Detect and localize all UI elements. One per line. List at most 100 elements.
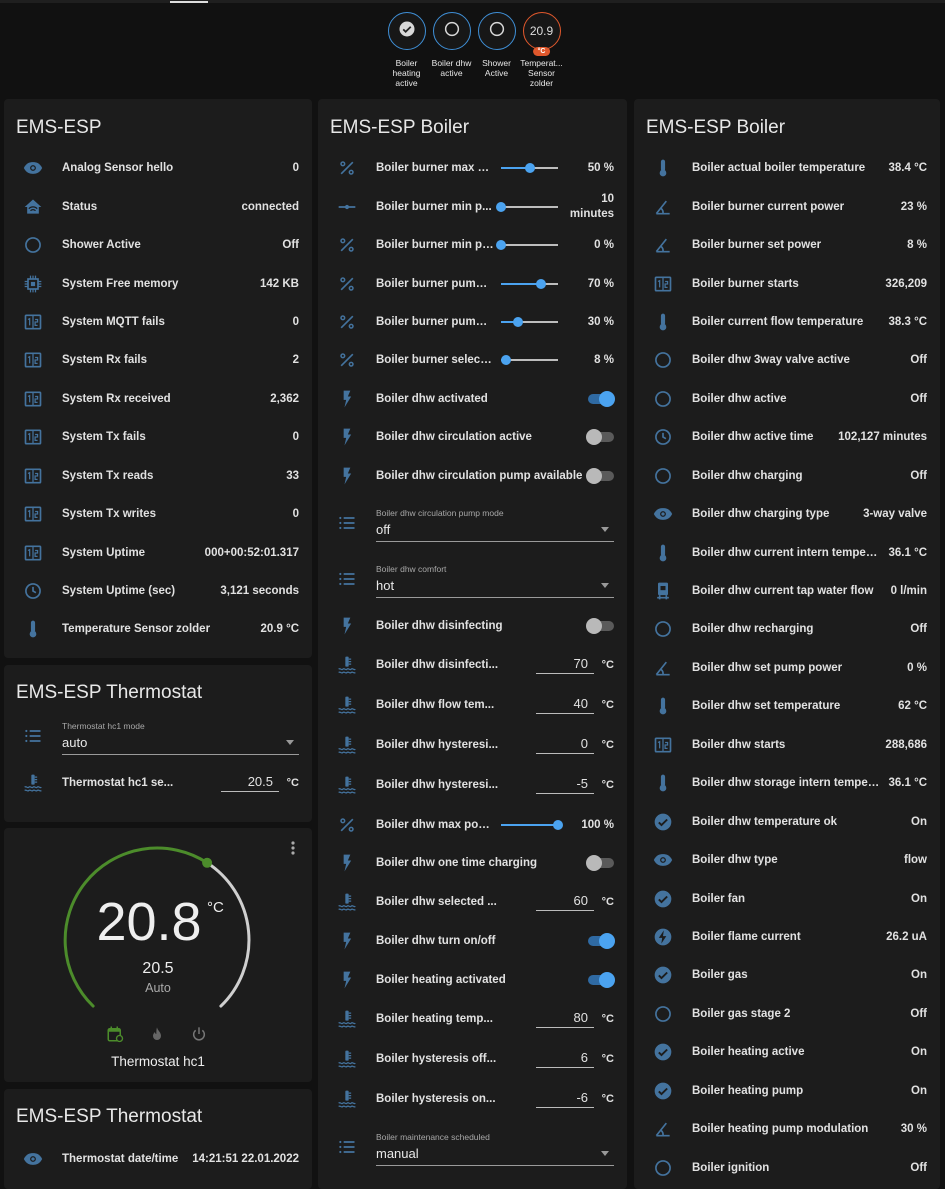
entity-row[interactable]: Boiler current flow temperature 38.3 °C (634, 303, 940, 341)
entity-row[interactable]: System Rx received 2,362 (4, 380, 312, 418)
slider-thumb[interactable] (500, 355, 511, 366)
select-9[interactable]: Boiler dhw circulation pump mode off (376, 504, 614, 542)
power-icon[interactable] (191, 1026, 207, 1047)
entity-row[interactable]: System Tx fails 0 (4, 418, 312, 456)
more-options-icon[interactable] (288, 840, 298, 856)
active-tab-indicator[interactable] (170, 1, 208, 3)
select-value[interactable]: off (376, 521, 391, 537)
entity-row[interactable]: Boiler dhw charging Off (634, 457, 940, 495)
entity-row[interactable]: Boiler dhw storage intern temperature 36.… (634, 764, 940, 802)
toggle-switch[interactable] (586, 971, 615, 988)
entity-row[interactable]: Boiler dhw circulation active (318, 418, 627, 456)
entity-row[interactable]: Boiler gas On (634, 956, 940, 994)
number-input[interactable]: 20.5 (221, 774, 279, 792)
entity-row[interactable]: Boiler dhw charging type 3-way valve (634, 495, 940, 533)
entity-row[interactable]: Boiler dhw temperature ok On (634, 802, 940, 840)
badge-1[interactable]: Boiler dhw active (429, 12, 474, 88)
slider-track[interactable] (501, 320, 558, 323)
slider[interactable] (496, 238, 558, 252)
number-input[interactable]: 0 (536, 736, 594, 755)
slider[interactable] (501, 315, 558, 329)
select-value[interactable]: manual (376, 1146, 419, 1162)
number-input[interactable]: 40 (536, 696, 594, 715)
entity-row[interactable]: Boiler maintenance scheduled manual (318, 1119, 627, 1175)
entity-row[interactable]: Boiler dhw one time charging (318, 844, 627, 882)
slider-track[interactable] (501, 244, 558, 247)
select-0[interactable]: Thermostat hc1 mode auto (62, 717, 299, 755)
entity-row[interactable]: Boiler dhw active time 102,127 minutes (634, 418, 940, 456)
toggle-switch[interactable] (586, 933, 615, 950)
badge-0[interactable]: Boiler heating active (384, 12, 429, 88)
entity-row[interactable]: Boiler heating pump On (634, 1072, 940, 1110)
entity-row[interactable]: Boiler dhw activated (318, 380, 627, 418)
number-input[interactable]: 80 (536, 1010, 594, 1029)
entity-row[interactable]: Boiler heating activated (318, 961, 627, 999)
entity-row[interactable]: Boiler burner starts 326,209 (634, 264, 940, 302)
number-input[interactable]: 6 (536, 1050, 594, 1069)
select-value[interactable]: hot (376, 577, 395, 593)
entity-row[interactable]: Boiler burner pump ... 70 % (318, 264, 627, 302)
entity-row[interactable]: Boiler actual boiler temperature 38.4 °C (634, 149, 940, 187)
dropdown-arrow-icon[interactable] (601, 1151, 609, 1157)
entity-row[interactable]: Boiler dhw 3way valve active Off (634, 341, 940, 379)
entity-row[interactable]: Shower Active Off (4, 226, 312, 264)
entity-row[interactable]: Boiler dhw max power 100 % (318, 805, 627, 843)
select-24[interactable]: Boiler maintenance scheduled manual (376, 1128, 614, 1167)
slider-thumb[interactable] (496, 201, 506, 212)
calendar-sync-icon[interactable] (106, 1025, 124, 1048)
slider-track[interactable] (501, 359, 558, 362)
slider-track[interactable] (501, 205, 558, 208)
entity-row[interactable]: Analog Sensor hello 0 (4, 149, 312, 187)
select-10[interactable]: Boiler dhw comfort hot (376, 560, 614, 598)
badge-2[interactable]: Shower Active (474, 12, 519, 88)
entity-row[interactable]: Boiler gas stage 2 Off (634, 995, 940, 1033)
select-value[interactable]: auto (62, 735, 88, 750)
entity-row[interactable]: Status connected (4, 187, 312, 225)
badge-circle[interactable] (477, 12, 516, 50)
entity-row[interactable]: Boiler burner selecte... 8 % (318, 341, 627, 379)
toggle-switch[interactable] (586, 467, 614, 484)
badge-3[interactable]: 20.9 °C Temperat... Sensor zolder (519, 12, 564, 88)
entity-row[interactable]: System Tx reads 33 (4, 457, 312, 495)
entity-row[interactable]: System Uptime 000+00:52:01.317 (4, 533, 312, 571)
badge-circle[interactable]: 20.9 °C (522, 12, 561, 56)
dropdown-arrow-icon[interactable] (601, 582, 609, 588)
badge-circle[interactable] (387, 12, 426, 50)
entity-row[interactable]: Boiler dhw set pump power 0 % (634, 649, 940, 687)
slider-thumb[interactable] (513, 316, 524, 327)
thermostat-dial[interactable] (4, 828, 312, 1082)
entity-row[interactable]: Boiler dhw disinfecting (318, 607, 627, 645)
entity-row[interactable]: Boiler flame current 26.2 uA (634, 918, 940, 956)
dropdown-arrow-icon[interactable] (601, 526, 609, 532)
entity-row[interactable]: Boiler burner current power 23 % (634, 187, 940, 225)
entity-row[interactable]: Boiler dhw active Off (634, 380, 940, 418)
entity-row[interactable]: System Rx fails 2 (4, 341, 312, 379)
slider-thumb[interactable] (496, 240, 506, 251)
entity-row[interactable]: Boiler ignition Off (634, 1148, 940, 1186)
entity-row[interactable]: Boiler burner pump ... 30 % (318, 303, 627, 341)
entity-row[interactable]: Boiler dhw current tap water flow 0 l/min (634, 572, 940, 610)
dropdown-arrow-icon[interactable] (286, 740, 294, 745)
toggle-switch[interactable] (586, 618, 614, 635)
entity-row[interactable]: Boiler dhw set temperature 62 °C (634, 687, 940, 725)
toggle-switch[interactable] (586, 390, 615, 407)
entity-row[interactable]: Boiler heating pump modulation 30 % (634, 1110, 940, 1148)
entity-row[interactable]: Boiler heating active On (634, 1033, 940, 1071)
number-input[interactable]: 60 (536, 893, 594, 912)
toggle-switch[interactable] (586, 855, 614, 872)
entity-row[interactable]: Boiler fan On (634, 879, 940, 917)
toggle-switch[interactable] (586, 429, 614, 446)
slider[interactable] (501, 277, 558, 291)
slider-thumb[interactable] (553, 819, 563, 830)
entity-row[interactable]: System MQTT fails 0 (4, 303, 312, 341)
slider[interactable] (501, 161, 558, 175)
entity-row[interactable]: Boiler dhw current intern temperature 36.… (634, 533, 940, 571)
entity-row[interactable]: Thermostat date/time 14:21:51 22.01.2022 (4, 1140, 312, 1178)
fire-icon[interactable] (149, 1026, 165, 1047)
number-input[interactable]: -6 (536, 1090, 594, 1109)
number-input[interactable]: 70 (536, 656, 594, 675)
slider-thumb[interactable] (535, 278, 546, 289)
slider-thumb[interactable] (524, 163, 535, 174)
entity-row[interactable]: Boiler dhw type flow (634, 841, 940, 879)
entity-row[interactable]: Boiler dhw recharging Off (634, 610, 940, 648)
